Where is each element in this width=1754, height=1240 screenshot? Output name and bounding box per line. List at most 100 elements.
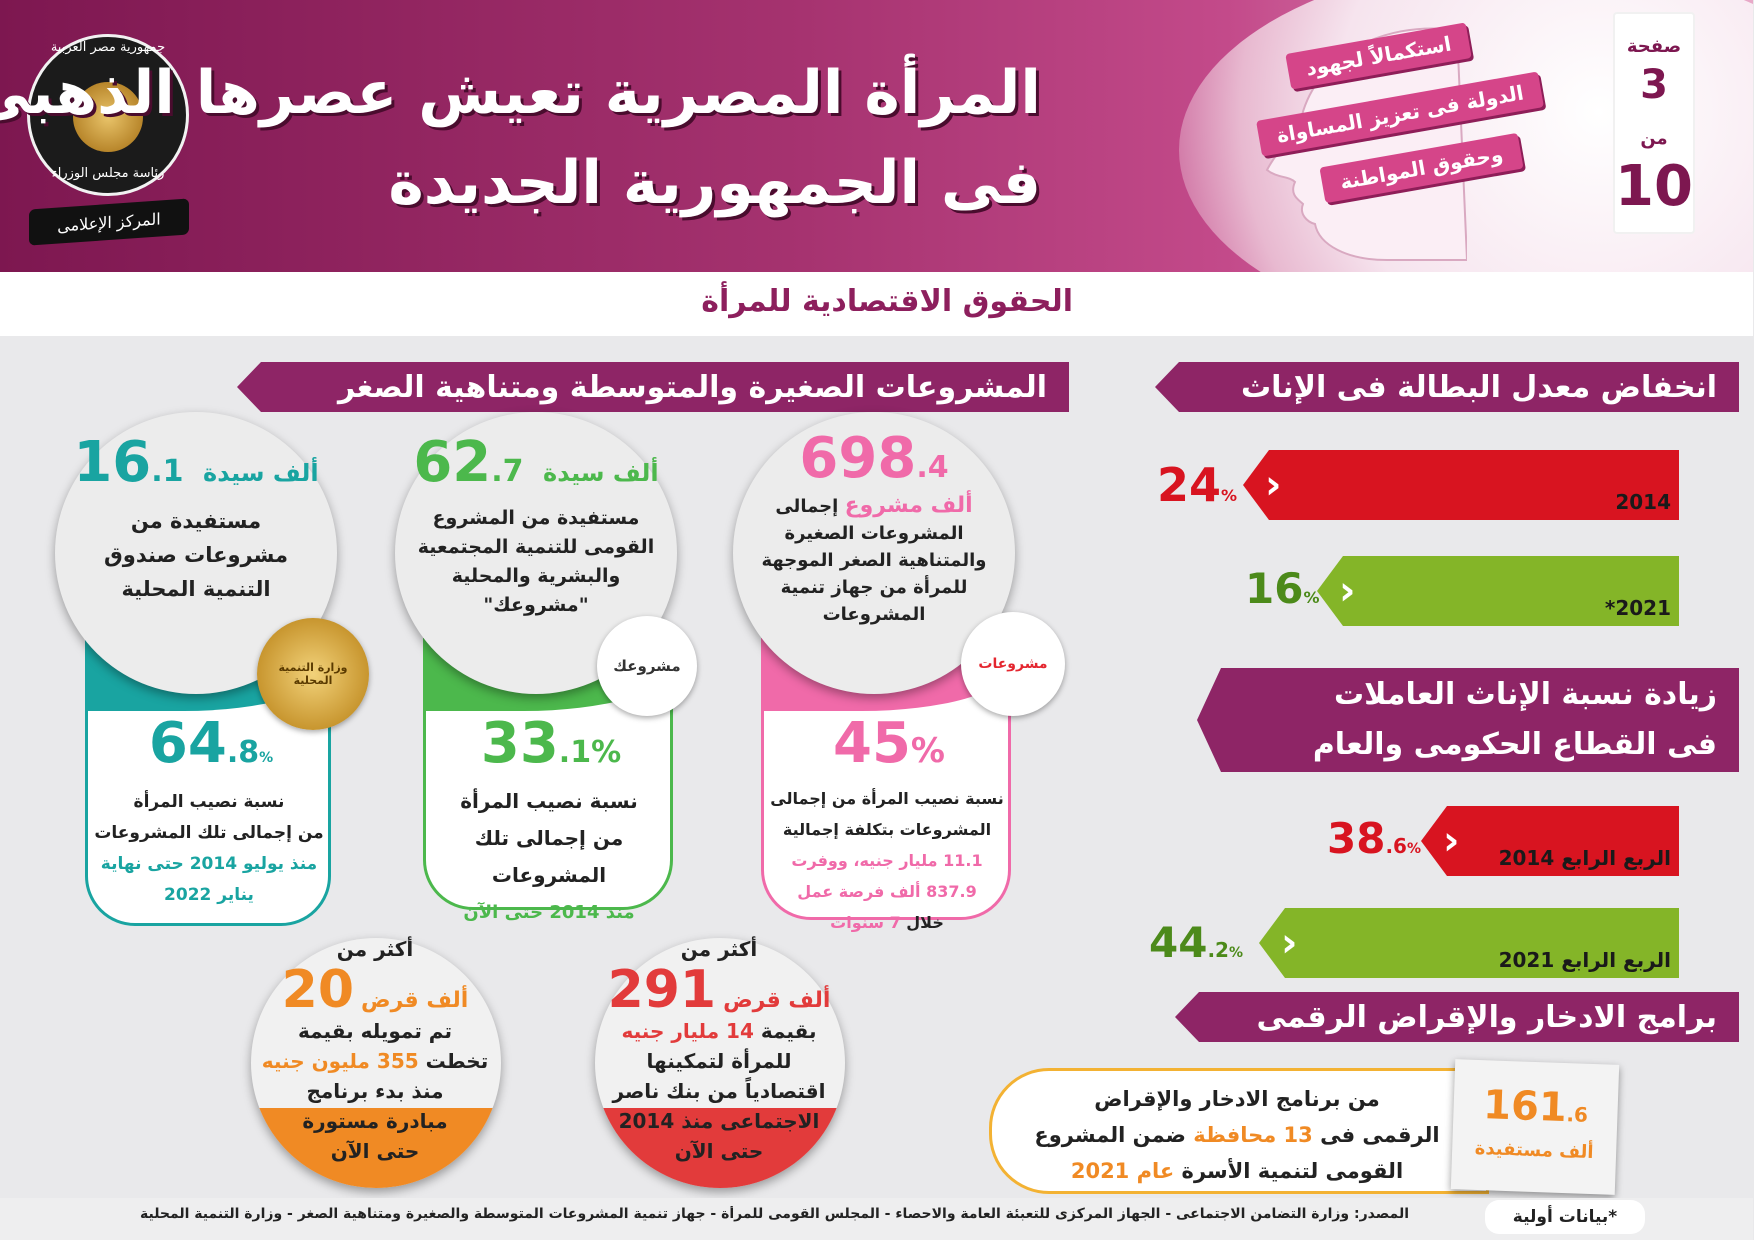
page-total: 10	[1616, 154, 1694, 219]
loan-line: منذ بدء برنامج	[307, 1079, 445, 1103]
card-pct: 45%	[765, 711, 1015, 776]
logo-banner: المركز الإعلامى	[30, 198, 190, 246]
card-bottom-text: نسبة نصيب المرأة من إجمالى تلك المشروعات…	[431, 783, 669, 931]
value-unit: %	[1222, 486, 1239, 505]
text-highlight: منذ يوليو 2014 حتى نهاية	[101, 854, 319, 874]
unemployment-value-2014: 24%	[1158, 458, 1238, 512]
text-highlight: 355 مليون جنيه	[262, 1049, 420, 1073]
text-line: المشروعات	[823, 604, 927, 625]
bubble-value: 698.4	[734, 426, 1016, 491]
bar-year: 2014	[1616, 490, 1672, 514]
workers-value-2021: 44.2%	[1150, 918, 1244, 967]
bar-year: الربع الرابع 2021	[1499, 948, 1672, 972]
chevron-left-icon: ‹	[1266, 462, 1283, 508]
mashroak-logo-icon: مشروعك	[598, 616, 698, 716]
loan-mastoura-text: أكثر من ألف قرض 20 تم تمويله بقيمة تخطت …	[236, 934, 516, 1166]
loan-circle-mastoura	[252, 938, 502, 1188]
pct-unit: %	[260, 750, 275, 766]
value-unit: ألف سيدة	[544, 459, 660, 487]
card-bottom-text: نسبة نصيب المرأة من إجمالى المشروعات بتك…	[769, 783, 1007, 938]
value-unit: %	[1304, 588, 1321, 607]
text-line: من إجمالى تلك	[475, 826, 625, 850]
value-decimal: .4	[917, 450, 950, 485]
page-current: 3	[1641, 62, 1669, 108]
text-line: للمرأة من جهاز تنمية	[781, 577, 969, 598]
card-pct: 64.8%	[89, 711, 335, 776]
loan-prefix: أكثر من	[337, 937, 415, 961]
unemployment-bar-2021: ‹ 2021*	[1304, 556, 1680, 626]
logo-ring-bottom: رئاسة مجلس الوزراء	[52, 166, 166, 181]
text-line: مستفيدة من المشروع	[433, 507, 641, 529]
text-line: المشروعات	[492, 863, 608, 887]
text-line: نسبة نصيب المرأة	[134, 792, 286, 812]
bubble-value: ألف سيدة 62.7	[396, 430, 678, 495]
value-decimal: .1	[152, 454, 185, 489]
chevron-left-icon: ‹	[1340, 568, 1357, 614]
value-unit: ألف سيدة	[204, 459, 320, 487]
workers-bar-2021: ‹ الربع الرابع 2021	[1246, 908, 1680, 978]
header-banner	[0, 0, 1754, 272]
workers-heading: زيادة نسبة الإناث العاملات فى القطاع الح…	[1198, 668, 1740, 772]
pct-decimal: .1	[559, 735, 593, 770]
value-decimal: .6	[1386, 834, 1408, 858]
text-line: المشروعات الصغيرة	[785, 523, 965, 544]
savings-line2-highlight: 13 محافظة	[1194, 1123, 1314, 1147]
chevron-left-icon: ‹	[1444, 818, 1461, 864]
savings-description: من برنامج الادخار والإقراض الرقمى فى 13 …	[1013, 1081, 1463, 1189]
page-of-label: من	[1641, 128, 1669, 149]
text-highlight: 7 سنوات	[831, 913, 902, 932]
bar-year: الربع الرابع 2014	[1499, 846, 1672, 870]
loan-prefix: أكثر من	[681, 937, 759, 961]
logo-ring-top: جمهورية مصر العربية	[51, 40, 167, 55]
savings-line2-a: الرقمى فى	[1321, 1123, 1441, 1147]
heading-tip	[1156, 362, 1180, 412]
loan-line: حتى الآن	[331, 1139, 421, 1163]
text-line: المشروعات بتكلفة إجمالية	[783, 820, 993, 839]
savings-heading: برامج الادخار والإقراض الرقمى	[1176, 992, 1740, 1042]
text-line: مستفيدة من	[131, 509, 263, 533]
ministry-seal-icon: وزارة التنمية المحلية	[258, 618, 370, 730]
heading-tip	[238, 362, 262, 412]
value-unit: %	[1407, 841, 1422, 857]
value-number: 16	[74, 430, 153, 495]
card-bottom-text: نسبة نصيب المرأة من إجمالى تلك المشروعات…	[93, 787, 327, 911]
bar-shape	[1260, 908, 1680, 978]
loan-unit: ألف قرض	[361, 988, 470, 1013]
text-highlight: منذ 2014 حتى الآن	[464, 902, 636, 923]
text-line: والبشرية والمحلية	[452, 565, 622, 587]
value-number: 161	[1483, 1082, 1569, 1132]
bubble-text: مستفيدة من مشروعات صندوق التنمية المحلية	[66, 504, 328, 606]
bar-shape	[1318, 556, 1680, 626]
savings-line1: من برنامج الادخار والإقراض	[1095, 1087, 1381, 1111]
value-number: 44	[1150, 918, 1209, 967]
text-highlight: 837.9 ألف فرصة عمل	[798, 882, 978, 901]
loan-circle-band	[252, 1108, 502, 1188]
loan-line: مبادرة مستورة	[303, 1109, 449, 1133]
subtitle-strip: الحقوق الاقتصادية للمرأة	[0, 272, 1754, 336]
text-line: خلال 7 سنوات	[769, 907, 1007, 938]
text-line: والمتناهية الصغر الموجهة	[762, 550, 988, 571]
savings-line2: الرقمى فى 13 محافظة ضمن المشروع	[1013, 1117, 1463, 1153]
savings-heading-text: برامج الادخار والإقراض الرقمى	[1257, 999, 1718, 1035]
value-decimal: .6	[1567, 1102, 1590, 1127]
pct-number: 33	[481, 711, 560, 776]
pct-number: 64	[149, 711, 228, 776]
loan-value-line: ألف قرض 291	[580, 964, 860, 1016]
savings-line3-a: القومى لتنمية الأسرة	[1182, 1159, 1405, 1183]
text-line: "مشروعك"	[484, 594, 590, 616]
loan-nasser-text: أكثر من ألف قرض 291 بقيمة 14 مليار جنيه …	[580, 934, 860, 1166]
value-number: 16	[1246, 564, 1305, 613]
value-number: 24	[1158, 458, 1223, 512]
text-highlight: 11.1 مليار جنيه، ووفرت	[792, 851, 984, 870]
page-title-line1: المرأة المصرية تعيش عصرها الذهبى	[0, 58, 1042, 128]
sme-heading: المشروعات الصغيرة والمتوسطة ومتناهية الص…	[238, 362, 1070, 412]
savings-line3-highlight: عام 2021	[1071, 1159, 1176, 1183]
text-part: تخطت	[426, 1049, 490, 1073]
subtitle-text: الحقوق الاقتصادية للمرأة	[702, 284, 1074, 319]
workers-value-2014: 38.6%	[1328, 814, 1422, 863]
text-part: خلال	[907, 913, 945, 932]
pct-unit: %	[592, 735, 623, 770]
loan-line: حتى الآن	[675, 1139, 765, 1163]
savings-value: 161.6	[1454, 1081, 1620, 1133]
text-line: مشروعات صندوق	[105, 543, 289, 567]
